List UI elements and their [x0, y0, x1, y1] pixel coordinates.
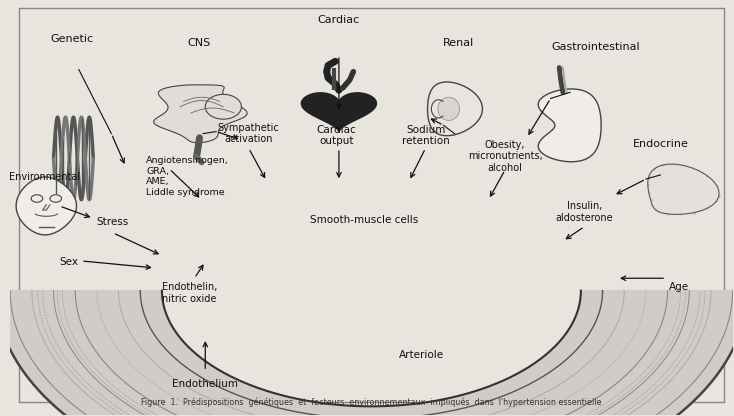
Polygon shape [50, 195, 62, 202]
Text: Smooth-muscle cells: Smooth-muscle cells [310, 215, 418, 225]
Text: Sympathetic
activation: Sympathetic activation [218, 123, 280, 144]
Polygon shape [206, 94, 241, 119]
Text: Sex: Sex [59, 257, 79, 267]
Text: Arteriole: Arteriole [399, 350, 445, 360]
Polygon shape [432, 100, 443, 118]
Text: Endothelium: Endothelium [172, 379, 239, 389]
Text: CNS: CNS [188, 38, 211, 48]
Text: Renal: Renal [443, 38, 473, 48]
Polygon shape [427, 82, 482, 136]
Text: Obesity,
micronutrients,
alcohol: Obesity, micronutrients, alcohol [468, 140, 542, 173]
Text: Stress: Stress [97, 218, 129, 228]
Polygon shape [438, 97, 459, 120]
FancyBboxPatch shape [19, 7, 724, 402]
Text: Genetic: Genetic [50, 34, 93, 44]
Text: Endothelin,
nitric oxide: Endothelin, nitric oxide [161, 282, 217, 304]
Polygon shape [302, 93, 377, 131]
Text: Cardiac
output: Cardiac output [317, 125, 357, 146]
Text: Figure  1.  Prédispositions  génétiques  et  facteurs  environnementaux  impliqu: Figure 1. Prédispositions génétiques et … [141, 398, 602, 407]
Text: Cardiac: Cardiac [318, 15, 360, 25]
Polygon shape [153, 85, 247, 143]
Text: Age: Age [669, 282, 689, 292]
Text: Insulin,
aldosterone: Insulin, aldosterone [556, 201, 614, 223]
Polygon shape [538, 89, 601, 162]
Polygon shape [31, 195, 43, 202]
Polygon shape [648, 164, 719, 214]
Polygon shape [16, 177, 76, 235]
Text: Sodium
retention: Sodium retention [401, 125, 449, 146]
Polygon shape [0, 291, 734, 416]
Text: Environmental: Environmental [9, 172, 80, 182]
Text: Gastrointestinal: Gastrointestinal [551, 42, 639, 52]
Text: Endocrine: Endocrine [633, 139, 688, 149]
Text: Angiotensinogen,
GRA,
AME,
Liddle syndrome: Angiotensinogen, GRA, AME, Liddle syndro… [146, 156, 229, 196]
